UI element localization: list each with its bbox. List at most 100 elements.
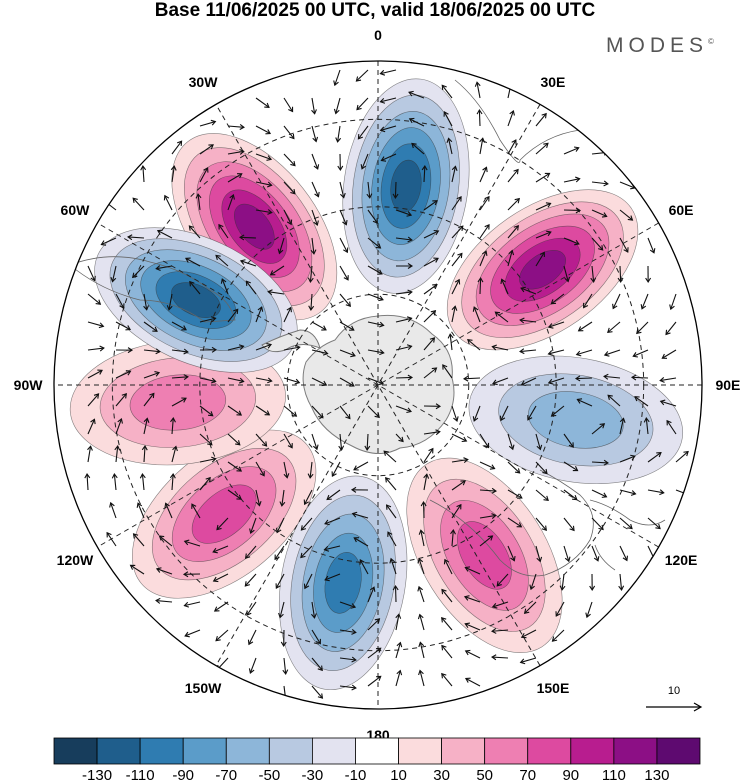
wind-arrow <box>87 345 105 352</box>
wind-arrow <box>185 257 201 267</box>
wind-arrow <box>126 234 145 241</box>
wind-arrow <box>155 265 173 271</box>
longitude-label: 60E <box>669 202 694 218</box>
wind-arrow <box>385 504 397 519</box>
wind-arrow <box>199 119 217 127</box>
wind-arrow <box>507 249 515 267</box>
colorbar-tick-label: 90 <box>562 767 579 783</box>
colorbar-tick-label: 110 <box>602 767 626 783</box>
wind-arrow <box>612 293 621 310</box>
wind-arrow <box>218 223 229 239</box>
wind-arrow <box>607 321 621 334</box>
wind-arrow <box>339 601 357 609</box>
wind-arrow <box>283 153 296 167</box>
longitude-label: 150W <box>185 680 222 696</box>
anomaly-contour <box>171 282 221 318</box>
wind-arrow <box>183 539 201 547</box>
wind-arrow <box>115 392 127 407</box>
wind-arrow <box>199 405 214 417</box>
anomaly-center-negative <box>468 355 684 485</box>
wind-arrow <box>307 265 314 283</box>
wind-arrow <box>383 450 397 463</box>
wind-arrow <box>283 181 296 195</box>
wind-arrow <box>337 153 344 172</box>
wind-arrow <box>467 338 481 351</box>
wind-arrow <box>171 374 189 381</box>
colorbar-swatch <box>225 737 270 765</box>
wind-arrow <box>496 573 509 587</box>
anomaly-field <box>69 78 684 691</box>
wind-arrow <box>451 457 469 464</box>
wind-arrow <box>87 445 93 463</box>
colorbar-swatch <box>656 737 701 765</box>
wind-arrow <box>195 193 202 211</box>
colorbar-tick-label: 30 <box>433 767 450 783</box>
wind-arrow <box>519 348 537 355</box>
wind-arrow <box>563 461 579 472</box>
wind-arrow <box>535 172 551 183</box>
wind-arrow <box>547 377 565 385</box>
wind-arrow <box>132 533 145 547</box>
wind-arrow <box>619 237 629 253</box>
wind-arrow <box>87 369 103 379</box>
wind-arrow <box>283 461 290 479</box>
wind-arrow <box>675 450 689 463</box>
wind-arrow <box>311 657 323 672</box>
wind-arrow <box>199 167 209 183</box>
wind-arrow <box>395 344 413 351</box>
wind-arrow <box>171 397 187 407</box>
wind-arrow <box>443 111 453 127</box>
wind-arrow <box>591 459 610 466</box>
wind-arrow <box>199 476 211 491</box>
anomaly-contour <box>528 391 624 449</box>
wind-arrow <box>395 209 413 217</box>
colorbar-tick-label: 10 <box>390 767 407 783</box>
wind-arrow <box>339 321 355 331</box>
wind-arrow <box>618 573 625 591</box>
australia-outline <box>429 469 594 577</box>
modes-logo: MODES© <box>606 34 714 58</box>
wind-arrow <box>331 461 341 477</box>
wind-arrow <box>199 377 217 384</box>
meridian-line <box>215 104 541 666</box>
wind-arrow <box>274 545 285 561</box>
wind-arrow <box>132 197 145 211</box>
wind-arrow <box>280 629 287 648</box>
wind-reference-arrowhead <box>693 702 703 712</box>
wind-arrow <box>339 181 346 199</box>
wind-arrow <box>267 289 285 296</box>
colorbar-tick-label: 130 <box>644 767 669 783</box>
wind-arrow <box>310 237 317 255</box>
colorbar-swatch <box>355 737 399 765</box>
wind-arrow <box>115 417 123 435</box>
wind-arrow <box>523 601 537 614</box>
anomaly-center-negative <box>278 475 408 691</box>
wind-arrow <box>310 601 317 619</box>
wind-arrow <box>446 137 453 155</box>
wind-arrow <box>184 629 201 638</box>
wind-arrow <box>463 595 481 603</box>
wind-arrow <box>136 502 145 519</box>
wind-arrow <box>585 601 593 619</box>
anomaly-center-positive <box>131 429 317 599</box>
wind-arrow <box>619 417 626 435</box>
wind-arrow <box>182 571 201 578</box>
wind-arrow <box>367 586 376 603</box>
wind-arrow <box>477 276 484 295</box>
wind-arrow <box>380 153 397 162</box>
wind-arrow <box>479 166 488 183</box>
wind-arrow <box>278 601 285 619</box>
wind-arrow <box>591 517 604 531</box>
wind-arrow <box>212 573 229 583</box>
wind-arrow <box>387 531 397 547</box>
wind-arrow <box>100 237 117 246</box>
wind-arrow <box>589 573 596 592</box>
wind-arrow <box>164 502 173 519</box>
colorbar-swatch <box>53 737 98 765</box>
colorbar-swatch <box>484 737 529 765</box>
wind-arrow <box>490 654 509 661</box>
wind-arrow <box>451 195 462 211</box>
wind-arrow <box>367 349 385 356</box>
wind-arrow <box>479 461 496 470</box>
wind-arrow <box>335 125 342 143</box>
